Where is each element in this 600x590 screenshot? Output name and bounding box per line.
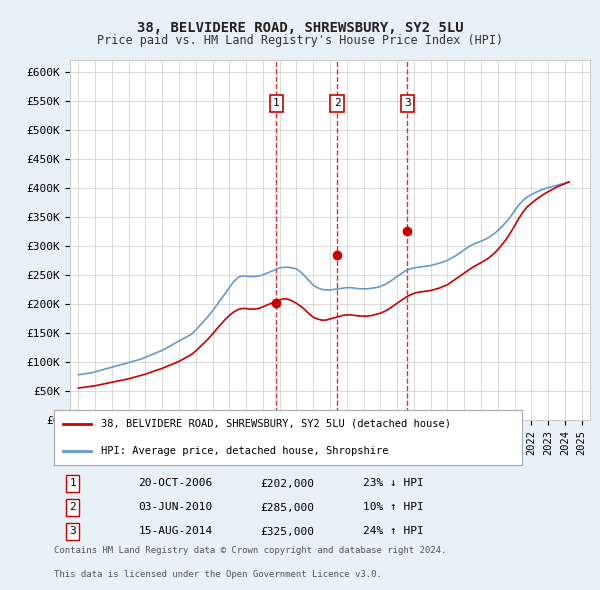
Text: £325,000: £325,000 <box>260 526 314 536</box>
Text: 20-OCT-2006: 20-OCT-2006 <box>138 478 212 489</box>
Text: HPI: Average price, detached house, Shropshire: HPI: Average price, detached house, Shro… <box>101 446 388 456</box>
Text: 24% ↑ HPI: 24% ↑ HPI <box>363 526 424 536</box>
Text: 23% ↓ HPI: 23% ↓ HPI <box>363 478 424 489</box>
Text: 15-AUG-2014: 15-AUG-2014 <box>138 526 212 536</box>
Text: 38, BELVIDERE ROAD, SHREWSBURY, SY2 5LU: 38, BELVIDERE ROAD, SHREWSBURY, SY2 5LU <box>137 21 463 35</box>
Text: 2: 2 <box>334 98 340 108</box>
Text: 38, BELVIDERE ROAD, SHREWSBURY, SY2 5LU (detached house): 38, BELVIDERE ROAD, SHREWSBURY, SY2 5LU … <box>101 419 451 429</box>
Text: Price paid vs. HM Land Registry's House Price Index (HPI): Price paid vs. HM Land Registry's House … <box>97 34 503 47</box>
Text: 03-JUN-2010: 03-JUN-2010 <box>138 503 212 513</box>
Text: 1: 1 <box>70 478 76 489</box>
Text: 2: 2 <box>70 503 76 513</box>
Text: This data is licensed under the Open Government Licence v3.0.: This data is licensed under the Open Gov… <box>54 570 382 579</box>
Text: 10% ↑ HPI: 10% ↑ HPI <box>363 503 424 513</box>
Text: Contains HM Land Registry data © Crown copyright and database right 2024.: Contains HM Land Registry data © Crown c… <box>54 546 446 555</box>
Text: 3: 3 <box>404 98 411 108</box>
Text: 3: 3 <box>70 526 76 536</box>
Text: £285,000: £285,000 <box>260 503 314 513</box>
Text: £202,000: £202,000 <box>260 478 314 489</box>
Text: 1: 1 <box>273 98 280 108</box>
